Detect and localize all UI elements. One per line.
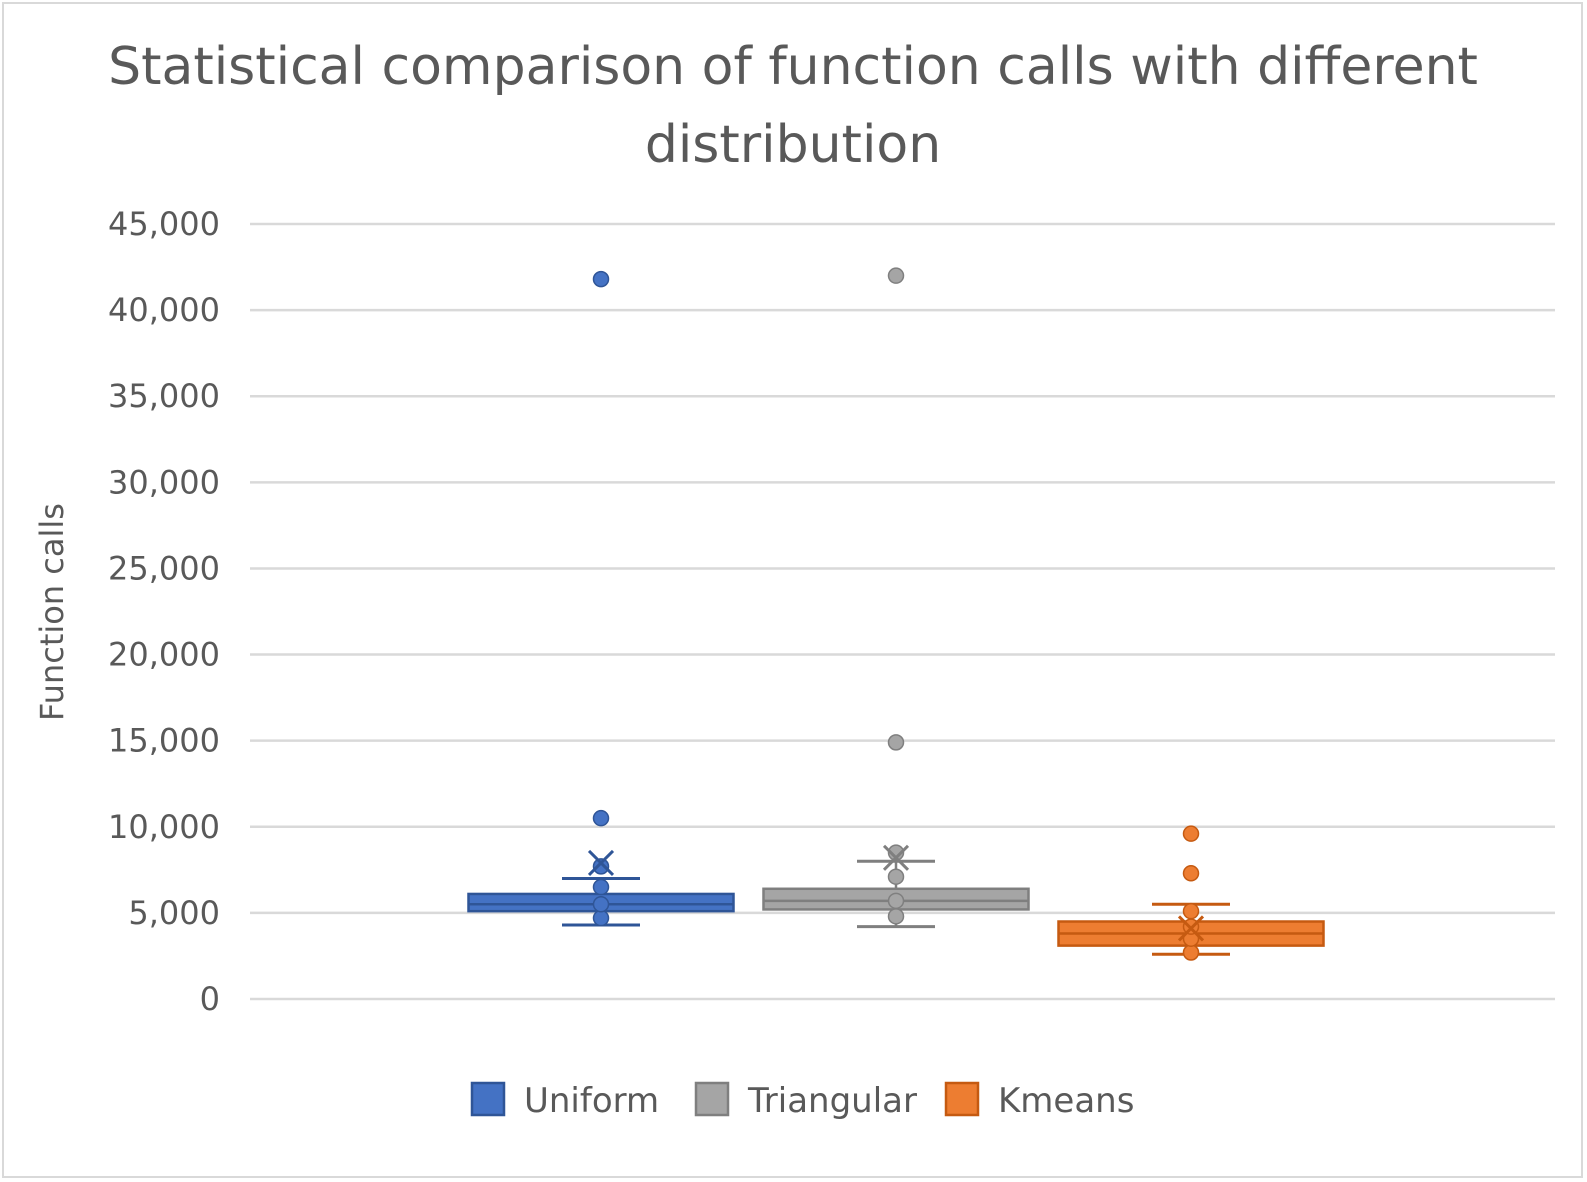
chart-title: Statistical comparison of function calls… (108, 37, 1478, 175)
y-tick-label-20000: 20,000 (108, 636, 220, 674)
point-triangular-3 (887, 844, 905, 861)
legend-item-uniform: Uniform (470, 1081, 659, 1121)
mean-marker-b-uniform (587, 849, 615, 877)
point-uniform-2 (592, 878, 610, 896)
legend: Uniform Triangular Kmeans (470, 1081, 1134, 1121)
y-tick-label-40000: 40,000 (108, 291, 220, 329)
legend-swatch-uniform (470, 1081, 506, 1117)
point-uniform-1 (592, 896, 610, 913)
y-axis-title: Function calls (33, 503, 71, 721)
box-uniform (467, 270, 735, 927)
legend-item-triangular: Triangular (694, 1081, 917, 1121)
y-tick-label-0: 0 (200, 980, 220, 1018)
point-uniform-4 (592, 809, 610, 827)
point-uniform-5 (592, 270, 610, 288)
chart-title-line-2: distribution (645, 115, 941, 175)
legend-label-kmeans: Kmeans (998, 1081, 1134, 1121)
point-triangular-1 (887, 892, 905, 910)
y-tick-label-45000: 45,000 (108, 205, 220, 243)
y-tick-label-15000: 15,000 (108, 722, 220, 760)
box-kmeans (1057, 825, 1325, 961)
y-tick-label-5000: 5,000 (128, 894, 220, 932)
y-tick-label-25000: 25,000 (108, 549, 220, 587)
point-triangular-2 (887, 868, 905, 885)
legend-swatch-kmeans (944, 1081, 980, 1117)
point-triangular-0 (887, 908, 905, 925)
mean-marker-b-triangular (882, 844, 910, 871)
point-kmeans-5 (1182, 825, 1200, 842)
point-triangular-5 (887, 267, 905, 284)
box-triangular (762, 267, 1030, 929)
mean-marker-b-kmeans (1177, 915, 1205, 942)
legend-label-uniform: Uniform (524, 1081, 659, 1121)
legend-item-kmeans: Kmeans (944, 1081, 1134, 1121)
point-triangular-4 (887, 734, 905, 751)
point-kmeans-0 (1182, 944, 1200, 961)
legend-swatch-triangular (694, 1081, 730, 1117)
y-tick-label-10000: 10,000 (108, 808, 220, 846)
gridlines (250, 222, 1555, 1001)
point-kmeans-4 (1182, 865, 1200, 882)
y-tick-label-35000: 35,000 (108, 377, 220, 415)
chart-title-line-1: Statistical comparison of function calls… (108, 37, 1478, 97)
y-axis-ticks: 0 5,000 10,000 15,000 20,000 25,000 30,000 35,0… (108, 205, 220, 1018)
point-uniform-3 (592, 858, 610, 875)
point-uniform-0 (592, 909, 610, 927)
point-kmeans-3 (1182, 902, 1200, 920)
box-series (467, 267, 1325, 961)
y-tick-label-30000: 30,000 (108, 463, 220, 501)
legend-label-triangular: Triangular (747, 1081, 917, 1121)
